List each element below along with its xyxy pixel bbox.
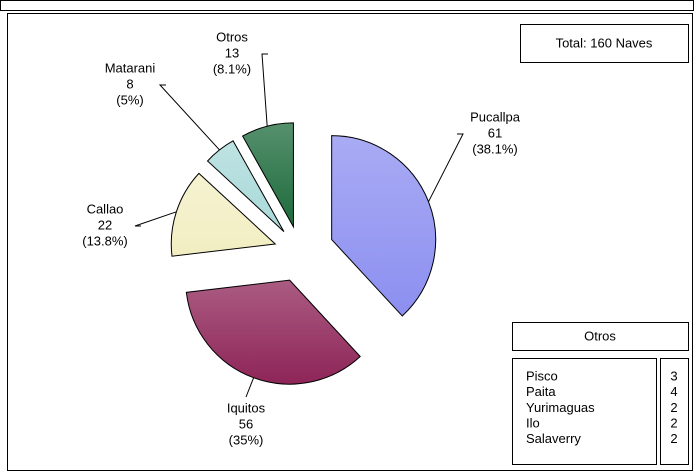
slice-percent: (35%) xyxy=(229,432,264,447)
pie-slice xyxy=(170,172,277,257)
leader-line xyxy=(158,84,220,151)
other-name: Ilo xyxy=(526,416,540,431)
slice-name: Callao xyxy=(87,201,124,216)
other-name: Salaverry xyxy=(526,431,581,446)
other-value: 2 xyxy=(670,416,677,431)
slice-value: 13 xyxy=(225,45,239,60)
leader-line xyxy=(428,133,464,202)
slice-value: 61 xyxy=(488,125,502,140)
top-strip xyxy=(0,0,694,11)
pie-slice xyxy=(241,122,294,229)
slice-name: Pucallpa xyxy=(470,109,521,124)
slice-percent: (38.1%) xyxy=(472,141,518,156)
other-name: Pisco xyxy=(526,368,558,383)
slice-value: 56 xyxy=(239,416,253,431)
leader-line xyxy=(245,377,255,398)
slice-name: Otros xyxy=(216,29,248,44)
other-title-box xyxy=(512,322,689,351)
other-value: 2 xyxy=(670,400,677,415)
slice-value: 22 xyxy=(98,217,112,232)
slice-name: Iquitos xyxy=(227,400,266,415)
other-value: 2 xyxy=(670,431,677,446)
slice-name: Matarani xyxy=(105,60,156,75)
slice-value: 8 xyxy=(126,76,133,91)
other-names-box xyxy=(512,358,657,465)
pie-slice xyxy=(185,279,361,385)
slice-percent: (5%) xyxy=(116,92,143,107)
other-value: 3 xyxy=(670,368,677,383)
other-name: Yurimaguas xyxy=(526,400,595,415)
other-name: Paita xyxy=(526,384,556,399)
other-values-box xyxy=(660,358,689,465)
slice-percent: (8.1%) xyxy=(213,61,251,76)
leader-line xyxy=(134,211,177,227)
other-value: 4 xyxy=(670,384,677,399)
leader-line xyxy=(261,53,268,127)
slice-percent: (13.8%) xyxy=(82,233,128,248)
total-label: Total: 160 Naves xyxy=(556,35,653,50)
other-title: Otros xyxy=(584,328,616,343)
total-box xyxy=(520,24,689,63)
